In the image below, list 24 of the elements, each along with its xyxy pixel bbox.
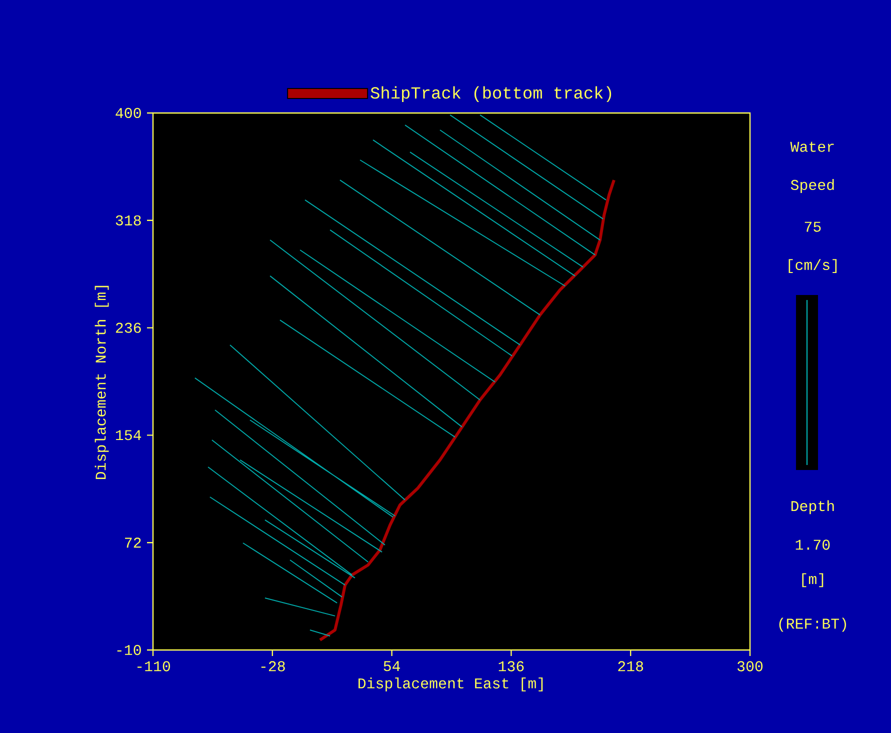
y-axis-title: Displacement North [m] [94,286,109,479]
line-series [318,178,616,642]
text: 75 [804,222,821,232]
y-tick-label: 400 [116,108,141,118]
text: Water [790,142,834,152]
y-tick-label: -10 [117,644,141,656]
legend-label: ShipTrack (bottom track) [370,86,612,102]
x-tick-label: 54 [384,661,400,672]
x-tick-label: -28 [261,661,285,672]
x-tick-label: 300 [737,661,763,672]
text: Depth [791,500,834,514]
text: Speed [790,179,834,193]
y-tick-label: 154 [116,430,142,440]
y-tick-label: 72 [125,538,141,548]
x-tick-label: 218 [618,661,644,672]
text: [cm/s] [788,259,837,273]
x-tick-label: -110 [138,661,170,672]
text: 1.70 [796,540,830,550]
y-tick-label: 236 [116,322,141,333]
y-tick-label: 318 [116,215,141,226]
text: [m] [802,573,824,588]
text: (REF:BT) [779,618,846,632]
x-axis-title: Displacement East [m] [358,677,543,692]
x-tick-label: 136 [498,661,524,672]
